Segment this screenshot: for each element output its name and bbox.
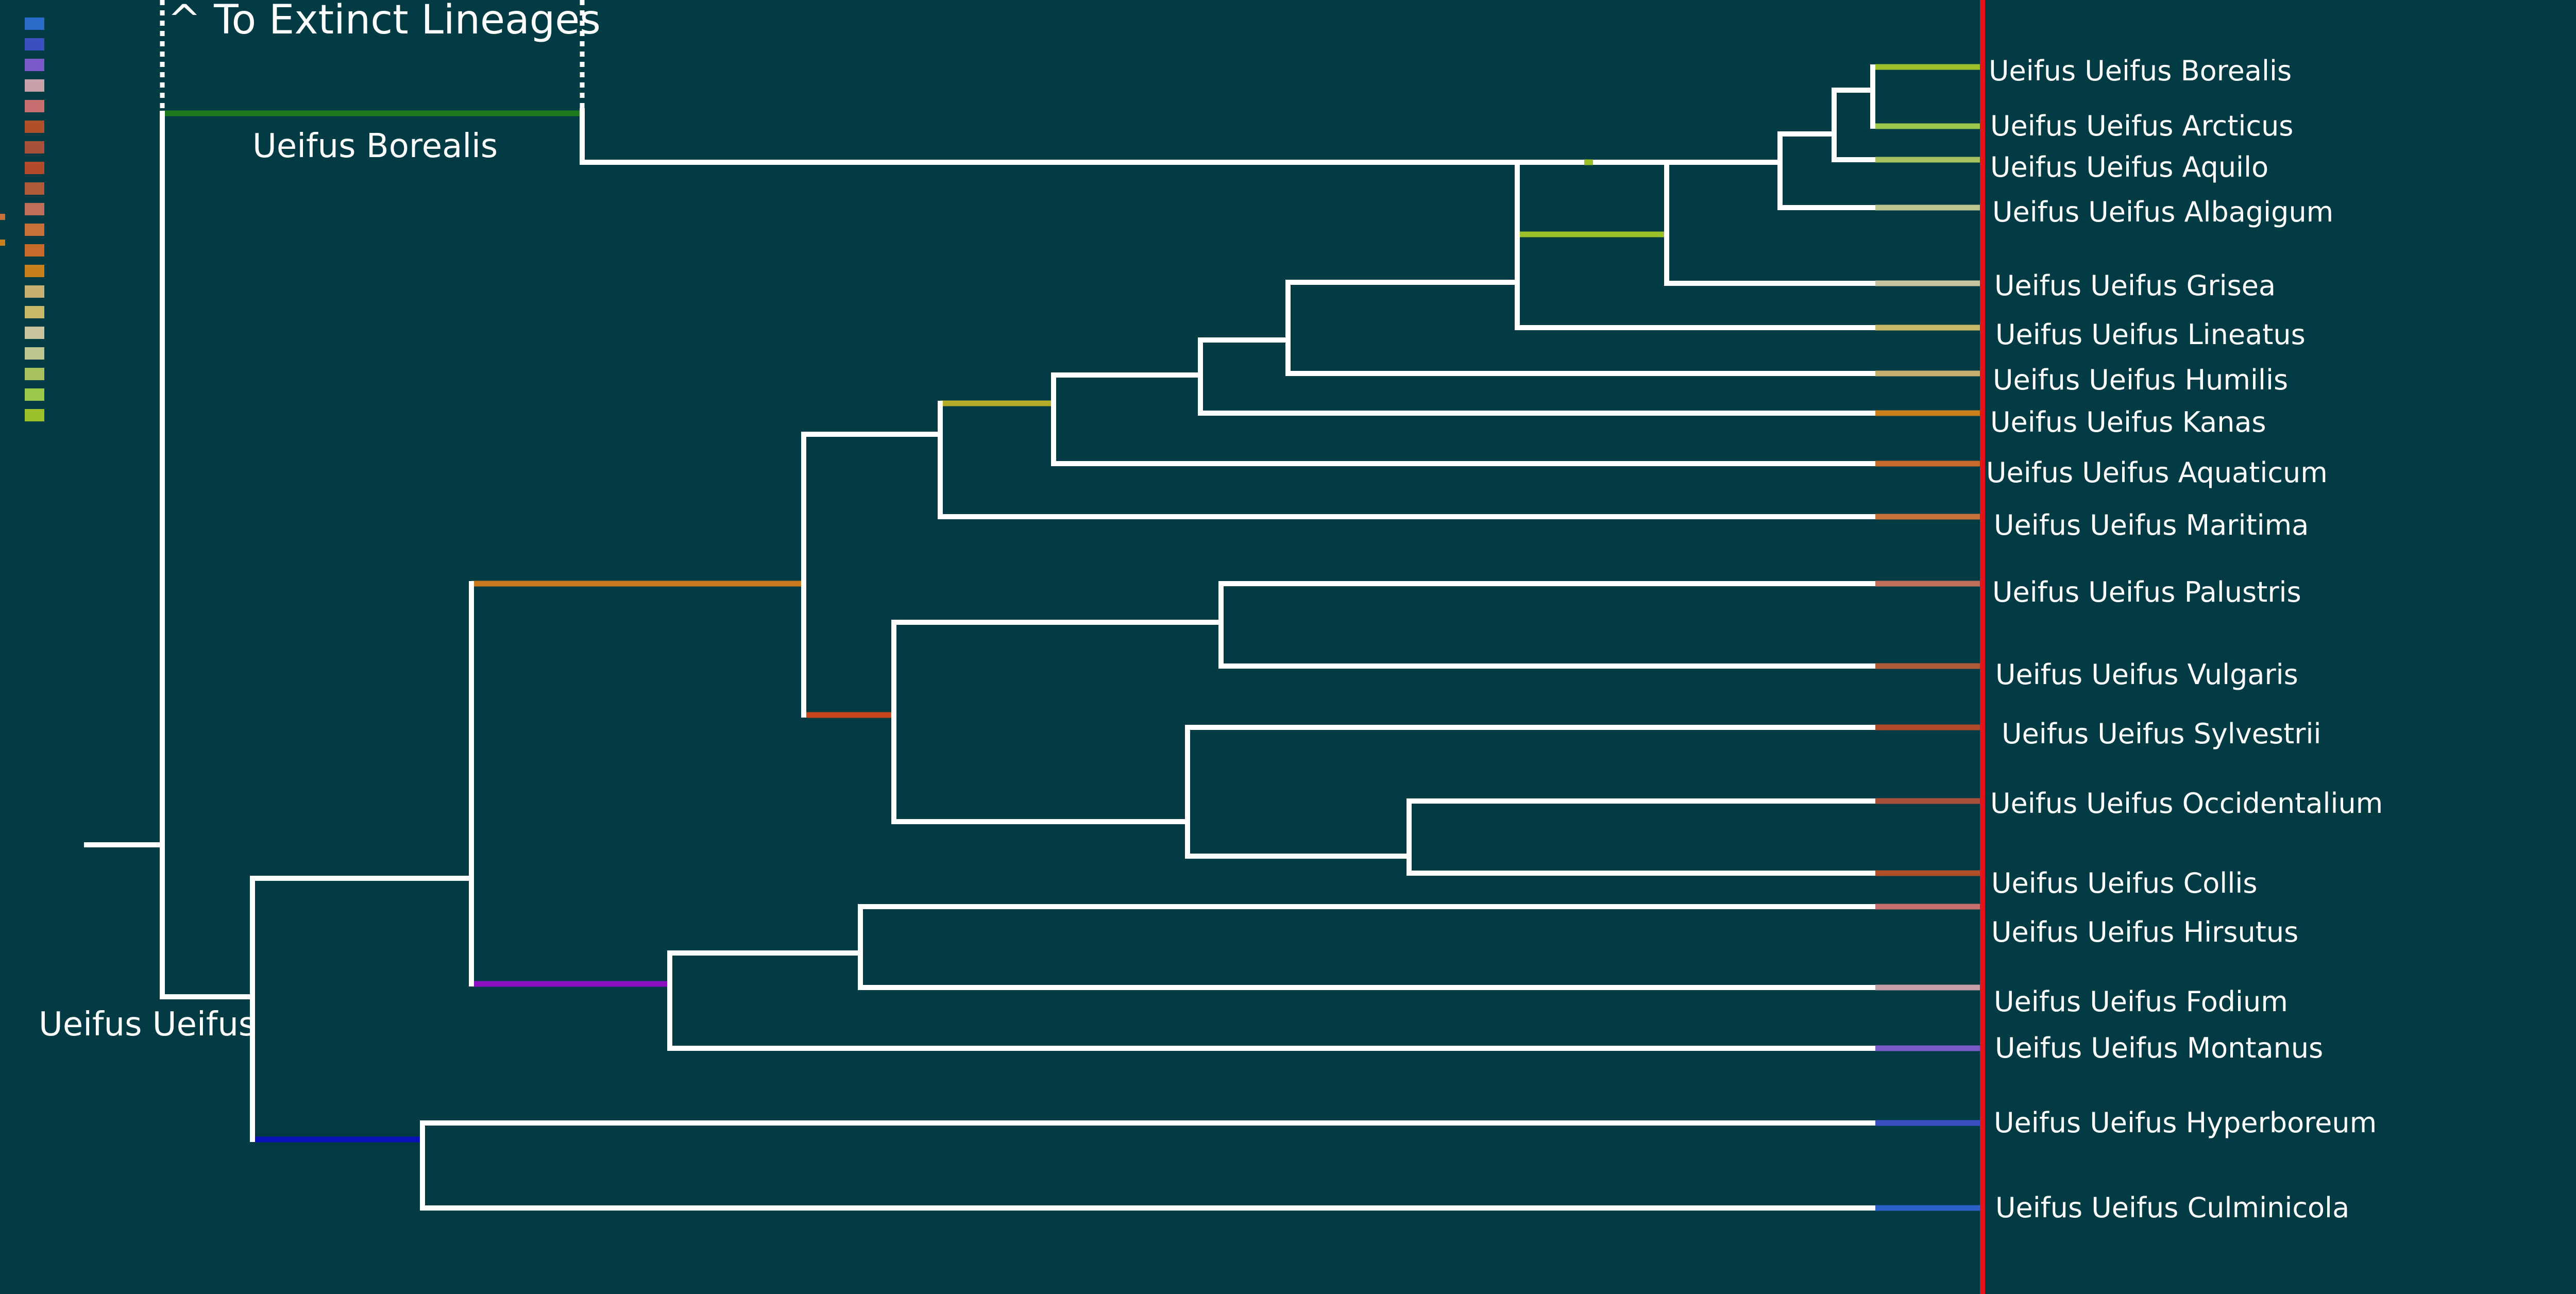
tip-label: Ueifus Ueifus Palustris xyxy=(1992,576,2301,608)
legend-swatch xyxy=(25,265,44,277)
legend-swatch xyxy=(25,347,44,360)
tip-label: Ueifus Ueifus Kanas xyxy=(1990,406,2266,438)
legend-swatch xyxy=(25,162,44,174)
legend-edge-tick xyxy=(0,240,5,246)
tip-label: Ueifus Ueifus Fodium xyxy=(1994,985,2288,1018)
legend-swatch xyxy=(25,121,44,133)
clade-label-borealis: Ueifus Borealis xyxy=(252,127,498,165)
tip-label: Ueifus Ueifus Hyperboreum xyxy=(1994,1106,2377,1139)
tip-label: Ueifus Ueifus Borealis xyxy=(1989,55,2292,87)
tip-label: Ueifus Ueifus Maritima xyxy=(1994,509,2309,541)
legend-swatch xyxy=(25,327,44,339)
tip-label: Ueifus Ueifus Aquaticum xyxy=(1986,456,2328,489)
tip-label: Ueifus Ueifus Albagigum xyxy=(1992,196,2333,228)
tip-label: Ueifus Ueifus Hirsutus xyxy=(1991,916,2298,948)
legend-swatch xyxy=(25,409,44,421)
tip-label: Ueifus Ueifus Humilis xyxy=(1993,364,2288,396)
legend-swatch xyxy=(25,285,44,298)
tip-label: Ueifus Ueifus Arcticus xyxy=(1990,110,2293,142)
tip-label: Ueifus Ueifus Culminicola xyxy=(1995,1191,2349,1224)
legend-swatch xyxy=(25,59,44,71)
legend-edge-tick xyxy=(0,214,5,220)
legend-swatch xyxy=(25,388,44,401)
tip-label: Ueifus Ueifus Collis xyxy=(1991,867,2257,899)
legend-swatch xyxy=(25,38,44,50)
tip-labels: Ueifus Ueifus Borealis Ueifus Ueifus Arct… xyxy=(1986,55,2383,1224)
tip-label: Ueifus Ueifus Grisea xyxy=(1994,269,2276,302)
legend-swatch xyxy=(25,182,44,195)
tree-branches xyxy=(84,64,1878,1211)
extinct-lineages-link xyxy=(160,0,585,111)
legend-swatch xyxy=(25,224,44,236)
legend-swatch xyxy=(25,203,44,215)
tip-label: Ueifus Ueifus Aquilo xyxy=(1990,151,2268,183)
legend-swatch xyxy=(25,79,44,92)
tip-label: Ueifus Ueifus Occidentalium xyxy=(1990,787,2383,820)
legend-swatch xyxy=(25,141,44,154)
extinct-lineages-title: ^ To Extinct Lineages xyxy=(167,0,601,43)
tip-segments xyxy=(1875,64,1981,1211)
legend-swatch xyxy=(25,100,44,112)
color-legend xyxy=(0,18,44,421)
clade-label-ueifus: Ueifus Ueifus xyxy=(39,1006,256,1044)
legend-swatch xyxy=(25,306,44,318)
legend-swatch xyxy=(25,244,44,257)
tip-label: Ueifus Ueifus Lineatus xyxy=(1995,318,2306,351)
colored-branches xyxy=(162,110,1667,1143)
tip-label: Ueifus Ueifus Sylvestrii xyxy=(2002,718,2321,750)
legend-swatch xyxy=(25,368,44,380)
legend-swatch xyxy=(25,18,44,30)
tip-label: Ueifus Ueifus Montanus xyxy=(1995,1032,2323,1064)
tip-label: Ueifus Ueifus Vulgaris xyxy=(1995,658,2298,691)
